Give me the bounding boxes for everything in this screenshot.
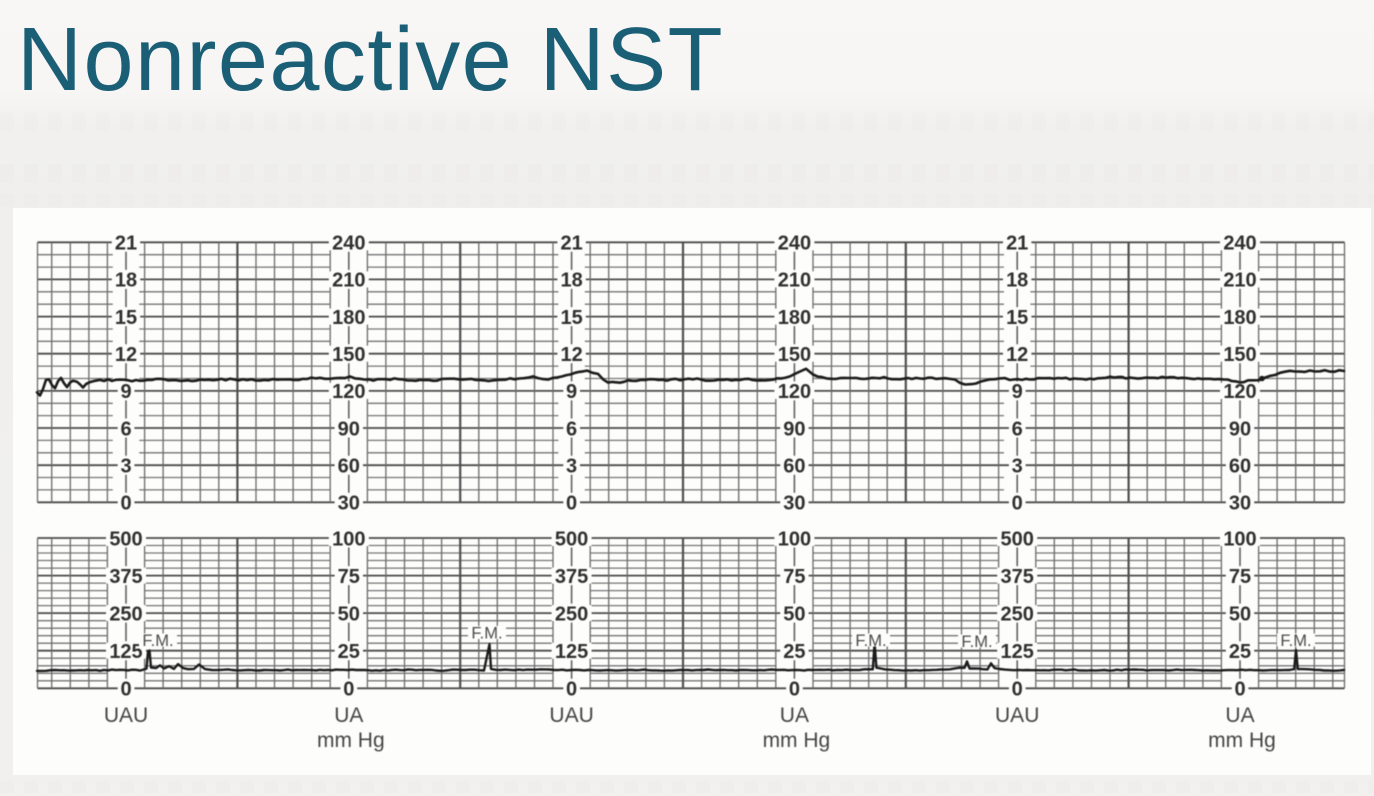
svg-text:mm Hg: mm Hg	[763, 729, 831, 752]
svg-text:210: 210	[332, 270, 365, 292]
svg-text:120: 120	[332, 381, 365, 403]
svg-text:15: 15	[115, 307, 137, 329]
svg-text:12: 12	[560, 344, 582, 366]
svg-text:UA: UA	[780, 704, 809, 727]
svg-text:6: 6	[566, 418, 577, 440]
svg-text:21: 21	[1006, 233, 1028, 255]
svg-text:180: 180	[332, 307, 365, 329]
svg-text:0: 0	[120, 493, 131, 515]
svg-text:15: 15	[1006, 307, 1028, 329]
svg-text:180: 180	[1223, 307, 1256, 329]
svg-text:F.M.: F.M.	[142, 632, 173, 650]
svg-text:9: 9	[566, 381, 577, 403]
svg-text:18: 18	[560, 270, 582, 292]
svg-text:500: 500	[1001, 528, 1034, 550]
svg-text:F.M.: F.M.	[471, 625, 502, 643]
svg-text:50: 50	[1229, 603, 1251, 625]
svg-text:25: 25	[783, 641, 805, 663]
svg-text:21: 21	[115, 233, 137, 255]
svg-text:120: 120	[778, 381, 811, 403]
svg-text:250: 250	[109, 603, 142, 625]
svg-text:mm Hg: mm Hg	[1208, 729, 1276, 752]
svg-text:0: 0	[1012, 679, 1023, 701]
svg-text:UA: UA	[1225, 704, 1254, 727]
svg-text:60: 60	[1229, 456, 1251, 478]
svg-text:60: 60	[338, 456, 360, 478]
svg-text:240: 240	[778, 233, 811, 255]
svg-text:210: 210	[1223, 270, 1256, 292]
svg-text:150: 150	[332, 344, 365, 366]
svg-text:75: 75	[338, 566, 360, 588]
svg-text:6: 6	[1012, 418, 1023, 440]
svg-text:12: 12	[115, 344, 137, 366]
svg-text:240: 240	[1223, 233, 1256, 255]
svg-text:0: 0	[1234, 679, 1245, 701]
svg-text:UAU: UAU	[104, 704, 148, 727]
svg-text:100: 100	[778, 528, 811, 550]
svg-text:18: 18	[115, 270, 137, 292]
svg-text:0: 0	[120, 679, 131, 701]
svg-text:3: 3	[566, 456, 577, 478]
svg-text:100: 100	[1223, 528, 1256, 550]
svg-text:75: 75	[1229, 566, 1251, 588]
svg-text:F.M.: F.M.	[1280, 632, 1311, 650]
svg-text:6: 6	[120, 418, 131, 440]
svg-text:mm Hg: mm Hg	[317, 729, 385, 752]
svg-text:125: 125	[1001, 641, 1034, 663]
svg-text:UAU: UAU	[995, 704, 1039, 727]
svg-text:90: 90	[338, 418, 360, 440]
svg-text:9: 9	[1012, 381, 1023, 403]
svg-text:50: 50	[338, 603, 360, 625]
svg-text:0: 0	[343, 679, 354, 701]
svg-text:F.M.: F.M.	[961, 633, 992, 651]
svg-text:50: 50	[783, 603, 805, 625]
svg-text:25: 25	[1229, 641, 1251, 663]
svg-text:0: 0	[1012, 493, 1023, 515]
svg-text:15: 15	[560, 307, 582, 329]
svg-text:100: 100	[332, 528, 365, 550]
svg-text:30: 30	[783, 493, 805, 515]
svg-text:240: 240	[332, 233, 365, 255]
svg-text:375: 375	[555, 566, 588, 588]
svg-text:F.M.: F.M.	[855, 632, 886, 650]
svg-text:18: 18	[1006, 270, 1028, 292]
svg-text:500: 500	[555, 528, 588, 550]
svg-text:375: 375	[109, 566, 142, 588]
svg-text:9: 9	[120, 381, 131, 403]
svg-text:375: 375	[1001, 566, 1034, 588]
svg-text:150: 150	[778, 344, 811, 366]
svg-text:0: 0	[789, 679, 800, 701]
svg-text:30: 30	[338, 493, 360, 515]
svg-text:125: 125	[555, 641, 588, 663]
svg-text:250: 250	[1001, 603, 1034, 625]
svg-text:250: 250	[555, 603, 588, 625]
svg-text:75: 75	[783, 566, 805, 588]
svg-text:120: 120	[1223, 381, 1256, 403]
svg-text:25: 25	[338, 641, 360, 663]
svg-text:210: 210	[778, 270, 811, 292]
svg-text:UA: UA	[334, 704, 363, 727]
svg-text:12: 12	[1006, 344, 1028, 366]
svg-text:150: 150	[1223, 344, 1256, 366]
svg-text:90: 90	[1229, 418, 1251, 440]
svg-text:UAU: UAU	[549, 704, 593, 727]
svg-text:500: 500	[109, 528, 142, 550]
svg-text:60: 60	[783, 456, 805, 478]
svg-text:3: 3	[120, 456, 131, 478]
svg-text:30: 30	[1229, 493, 1251, 515]
svg-text:125: 125	[109, 641, 142, 663]
svg-text:180: 180	[778, 307, 811, 329]
svg-text:90: 90	[783, 418, 805, 440]
svg-text:0: 0	[566, 493, 577, 515]
svg-text:0: 0	[566, 679, 577, 701]
svg-text:3: 3	[1012, 456, 1023, 478]
svg-text:21: 21	[560, 233, 582, 255]
